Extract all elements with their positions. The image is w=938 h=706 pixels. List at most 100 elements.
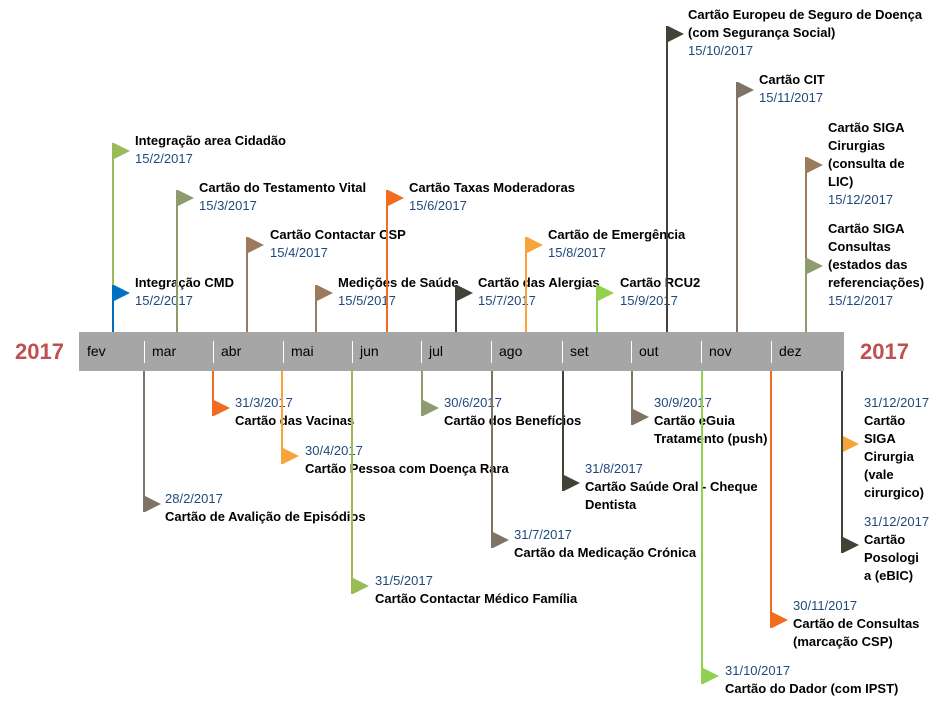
milestone-date: 15/11/2017	[759, 90, 824, 105]
milestone-date: 15/7/2017	[478, 293, 536, 308]
milestone-flag-icon	[668, 26, 684, 42]
month-divider	[491, 341, 492, 363]
timeline-bar	[79, 332, 844, 371]
milestone-flag-icon	[114, 285, 130, 301]
month-label-fev: fev	[87, 343, 106, 359]
milestone-flag-icon	[807, 157, 823, 173]
milestone-stem	[315, 285, 317, 332]
milestone-date: 15/10/2017	[688, 43, 754, 58]
milestone-flag-icon	[145, 496, 161, 512]
milestone-flag-icon	[807, 258, 823, 274]
milestone-date: 15/2/2017	[135, 151, 193, 166]
month-divider	[283, 341, 284, 363]
milestone-date: 31/7/2017	[514, 527, 572, 542]
month-label-ago: ago	[499, 343, 523, 359]
milestone-stem	[351, 371, 353, 594]
milestone-title: Cartão de Consultas	[793, 616, 920, 631]
milestone-flag-icon	[527, 237, 543, 253]
month-label-dez: dez	[779, 343, 802, 359]
milestone-flag-icon	[283, 448, 299, 464]
milestone-stem	[805, 157, 807, 332]
milestone-title: Cartão eGuia	[654, 413, 735, 428]
milestone-title: Cartão dos Benefícios	[444, 413, 582, 428]
milestone-title: Cartão Saúde Oral - Cheque	[585, 479, 758, 494]
milestone-title: Cartão das Vacinas	[235, 413, 355, 428]
milestone-stem	[143, 371, 145, 512]
milestone-flag-icon	[423, 400, 439, 416]
milestone-title: Integração CMD	[135, 275, 234, 290]
milestone-title: Cirurgia	[864, 449, 914, 464]
milestone-flag-icon	[248, 237, 264, 253]
milestone-stem	[246, 237, 248, 332]
milestone-title: Cartão Pessoa com Doença Rara	[305, 461, 509, 476]
milestone-title: Cartão Taxas Moderadoras	[409, 180, 575, 195]
milestone-title: (consulta de	[828, 156, 905, 171]
milestone-stem	[491, 371, 493, 548]
milestone-title: a (eBIC)	[864, 568, 914, 583]
milestone-stem	[736, 82, 738, 332]
milestone-date: 15/12/2017	[828, 293, 894, 308]
milestone-date: 30/11/2017	[793, 598, 858, 613]
milestone-date: 30/4/2017	[305, 443, 363, 458]
milestone-stem	[386, 190, 388, 332]
month-label-out: out	[639, 343, 659, 359]
milestone-date: 15/8/2017	[548, 245, 606, 260]
milestone-title: Medições de Saúde	[338, 275, 459, 290]
milestone-flag-icon	[633, 409, 649, 425]
milestone-stem	[112, 285, 114, 332]
milestone-stem	[421, 371, 423, 416]
month-label-nov: nov	[709, 343, 732, 359]
milestone-stem	[805, 258, 807, 332]
milestone-title: Cartão Europeu de Seguro de Doença	[688, 7, 923, 22]
milestone-title: (estados das	[828, 257, 908, 272]
milestone-flag-icon	[493, 532, 509, 548]
milestone-title: Posologi	[864, 550, 919, 565]
milestone-flag-icon	[214, 400, 230, 416]
milestone-title: Cartão de Avalição de Episódios	[165, 509, 366, 524]
milestone-date: 30/6/2017	[444, 395, 502, 410]
milestone-stem	[212, 371, 214, 416]
milestone-stem	[770, 371, 772, 628]
milestone-title: Cartão Contactar Médico Família	[375, 591, 578, 606]
milestone-flag-icon	[564, 475, 580, 491]
milestone-title: referenciações)	[828, 275, 925, 290]
milestone-flag-icon	[703, 668, 719, 684]
milestone-title: SIGA	[864, 431, 896, 446]
month-label-jul: jul	[429, 343, 444, 359]
milestone-title: LIC)	[828, 174, 854, 189]
milestone-title: Integração area Cidadão	[135, 133, 286, 148]
milestone-flag-icon	[353, 578, 369, 594]
milestone-flag-icon	[843, 436, 859, 452]
milestone-stem	[281, 371, 283, 464]
milestone-stem	[631, 371, 633, 425]
milestone-title: Cartão do Testamento Vital	[199, 180, 367, 195]
milestone-date: 15/6/2017	[409, 198, 467, 213]
milestone-flag-icon	[598, 285, 614, 301]
milestone-date: 31/3/2017	[235, 395, 293, 410]
milestone-title: (marcação CSP)	[793, 634, 893, 649]
milestone-flag-icon	[178, 190, 194, 206]
milestone-title: Cartão RCU2	[620, 275, 701, 290]
milestone-date: 15/4/2017	[270, 245, 328, 260]
month-divider	[213, 341, 214, 363]
milestone-flag-icon	[457, 285, 473, 301]
milestone-title: cirurgico)	[864, 485, 924, 500]
milestone-title: Tratamento (push)	[654, 431, 768, 446]
milestone-date: 31/12/2017	[864, 514, 930, 529]
month-divider	[701, 341, 702, 363]
milestone-date: 15/3/2017	[199, 198, 257, 213]
milestone-stem	[596, 285, 598, 332]
milestone-title: Cartão	[864, 413, 906, 428]
milestone-title: Cartão de Emergência	[548, 227, 686, 242]
milestone-title: Cartão do Dador (com IPST)	[725, 681, 899, 696]
milestone-stem	[701, 371, 703, 684]
milestone-title: Cartão SIGA	[828, 120, 905, 135]
month-divider	[144, 341, 145, 363]
milestone-flag-icon	[772, 612, 788, 628]
milestone-date: 31/10/2017	[725, 663, 791, 678]
month-divider	[631, 341, 632, 363]
milestone-stem	[176, 190, 178, 332]
year-label-left: 2017	[15, 339, 64, 364]
milestone-date: 28/2/2017	[165, 491, 223, 506]
